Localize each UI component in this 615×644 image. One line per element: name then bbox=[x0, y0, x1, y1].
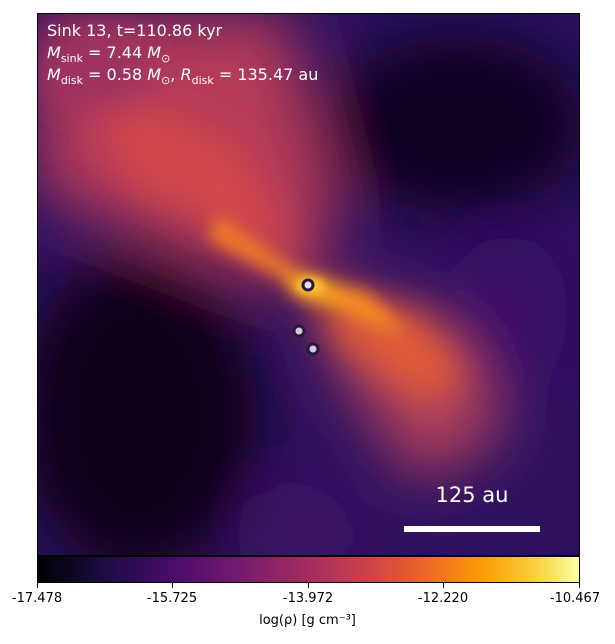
disk-solar-unit: M bbox=[147, 65, 162, 84]
colorbar-tick bbox=[443, 583, 444, 588]
colorbar-tick bbox=[308, 583, 309, 588]
colorbar-label-row: log(ρ) [g cm⁻³] bbox=[0, 613, 615, 628]
sink-subscript: sink bbox=[60, 52, 83, 66]
scalebar-label: 125 au bbox=[435, 483, 509, 507]
sink-primary-marker bbox=[301, 278, 315, 292]
scalebar bbox=[404, 526, 540, 532]
disk-solar-subscript: ⊙ bbox=[161, 74, 171, 88]
disk-line: Mdisk = 0.58 M⊙, Rdisk = 135.47 au bbox=[47, 65, 319, 88]
solar-mass-unit: M bbox=[147, 43, 162, 62]
mass-symbol: M bbox=[47, 43, 61, 62]
disk-mass-symbol: M bbox=[47, 65, 61, 84]
colorbar-tick-label: -13.972 bbox=[282, 591, 334, 606]
solar-subscript: ⊙ bbox=[161, 52, 171, 66]
disk-radius-value: = 135.47 au bbox=[218, 65, 319, 84]
colorbar bbox=[37, 556, 580, 583]
sink-markers bbox=[292, 278, 320, 356]
sink-companion-a-marker bbox=[292, 324, 306, 338]
colorbar-tick bbox=[37, 583, 38, 588]
radius-symbol: R bbox=[180, 65, 192, 84]
density-map bbox=[37, 13, 580, 556]
colorbar-label: log(ρ) [g cm⁻³] bbox=[259, 613, 356, 628]
sink-mass-value: = 7.44 bbox=[88, 43, 143, 62]
radius-subscript: disk bbox=[191, 74, 214, 88]
colorbar-tick-label: -15.725 bbox=[146, 591, 198, 606]
sink-mass-line: Msink = 7.44 M⊙ bbox=[47, 42, 170, 69]
colorbar-tick-label: -10.467 bbox=[549, 591, 601, 606]
colorbar-tick-label: -17.478 bbox=[11, 591, 63, 606]
sink-companion-b-marker bbox=[306, 342, 320, 356]
density-image bbox=[38, 14, 579, 555]
disk-subscript: disk bbox=[60, 74, 83, 88]
colorbar-tick-label: -12.220 bbox=[417, 591, 469, 606]
sink-title: Sink 13, t=110.86 kyr bbox=[47, 21, 223, 40]
disk-mass-value: = 0.58 bbox=[88, 65, 143, 84]
colorbar-tick bbox=[579, 583, 580, 588]
colorbar-tick bbox=[172, 583, 173, 588]
